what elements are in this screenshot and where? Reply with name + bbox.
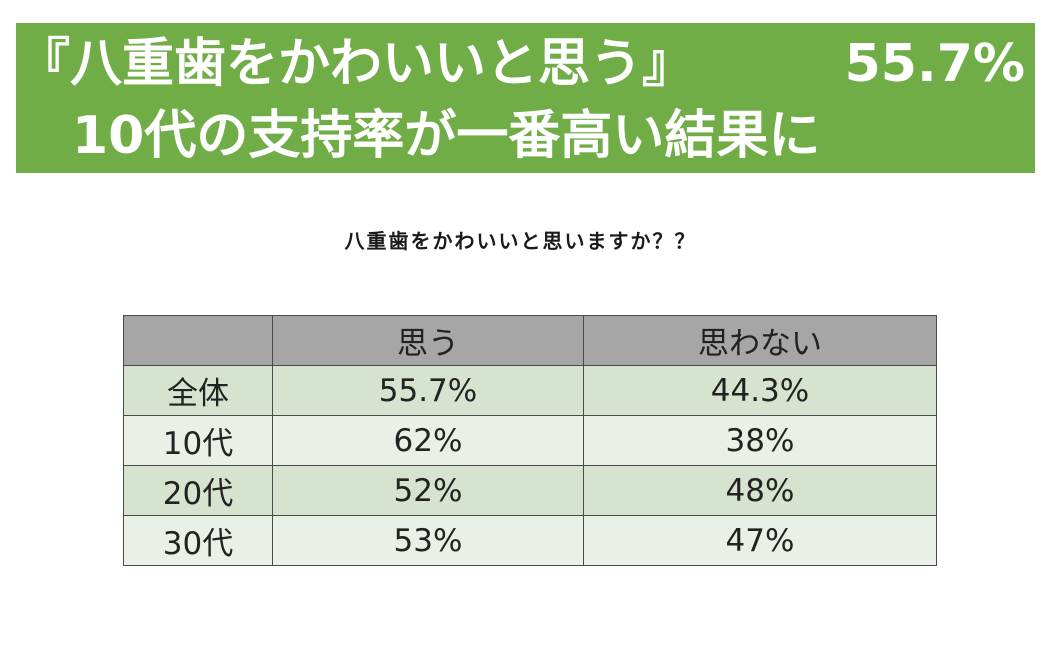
headline-line-1: 『八重歯をかわいいと思う』 55.7% bbox=[18, 29, 1033, 99]
table-row: 全体 55.7% 44.3% bbox=[123, 365, 937, 416]
table-header-row: 思う 思わない bbox=[123, 315, 937, 366]
table-row: 10代 62% 38% bbox=[123, 415, 937, 466]
header-cell-agree: 思う bbox=[272, 315, 584, 366]
survey-results-table: 思う 思わない 全体 55.7% 44.3% 10代 62% 38% 20代 5… bbox=[123, 315, 937, 566]
table-row: 30代 53% 47% bbox=[123, 515, 937, 566]
disagree-value-cell: 44.3% bbox=[583, 365, 937, 416]
agree-value-cell: 62% bbox=[272, 415, 584, 466]
disagree-value-cell: 48% bbox=[583, 465, 937, 516]
agree-value-cell: 53% bbox=[272, 515, 584, 566]
row-label-cell: 全体 bbox=[123, 365, 273, 416]
header-corner-cell bbox=[123, 315, 273, 366]
table-row: 20代 52% 48% bbox=[123, 465, 937, 516]
headline-title: 『八重歯をかわいいと思う』 bbox=[18, 34, 695, 94]
agree-value-cell: 55.7% bbox=[272, 365, 584, 416]
disagree-value-cell: 47% bbox=[583, 515, 937, 566]
headline-percentage: 55.7% bbox=[844, 34, 1025, 94]
headline-line-2: 10代の支持率が一番高い結果に bbox=[72, 106, 821, 166]
disagree-value-cell: 38% bbox=[583, 415, 937, 466]
agree-value-cell: 52% bbox=[272, 465, 584, 516]
row-label-cell: 10代 bbox=[123, 415, 273, 466]
row-label-cell: 30代 bbox=[123, 515, 273, 566]
headline-banner: 『八重歯をかわいいと思う』 55.7% 10代の支持率が一番高い結果に bbox=[16, 23, 1035, 173]
survey-question: 八重歯をかわいいと思いますか？？ bbox=[344, 229, 697, 253]
header-cell-disagree: 思わない bbox=[583, 315, 937, 366]
row-label-cell: 20代 bbox=[123, 465, 273, 516]
